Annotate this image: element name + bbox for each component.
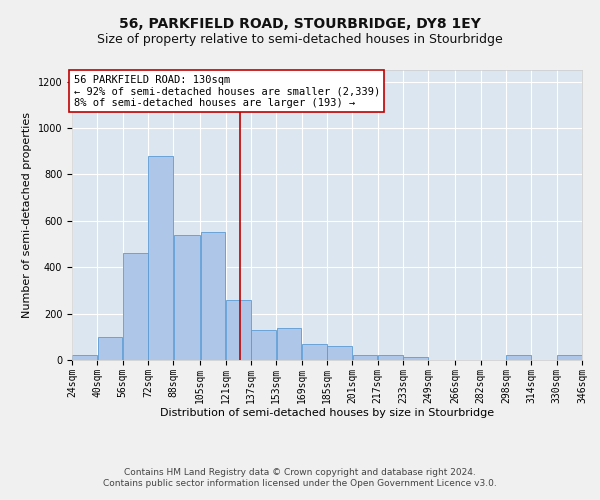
Text: 56 PARKFIELD ROAD: 130sqm
← 92% of semi-detached houses are smaller (2,339)
8% o: 56 PARKFIELD ROAD: 130sqm ← 92% of semi-…: [74, 74, 380, 108]
X-axis label: Distribution of semi-detached houses by size in Stourbridge: Distribution of semi-detached houses by …: [160, 408, 494, 418]
Bar: [72, 356, 97, 360]
Text: 56, PARKFIELD ROAD, STOURBRIDGE, DY8 1EY: 56, PARKFIELD ROAD, STOURBRIDGE, DY8 1EY: [119, 18, 481, 32]
Bar: [226, 300, 251, 360]
Bar: [277, 328, 301, 360]
Bar: [173, 234, 200, 360]
Bar: [403, 356, 428, 360]
Text: Contains HM Land Registry data © Crown copyright and database right 2024.
Contai: Contains HM Land Registry data © Crown c…: [103, 468, 497, 487]
Text: Size of property relative to semi-detached houses in Stourbridge: Size of property relative to semi-detach…: [97, 32, 503, 46]
Bar: [98, 337, 122, 360]
Bar: [378, 356, 403, 360]
Bar: [200, 232, 226, 360]
Bar: [123, 254, 148, 360]
Bar: [353, 356, 377, 360]
Bar: [327, 346, 352, 360]
Bar: [506, 356, 531, 360]
Y-axis label: Number of semi-detached properties: Number of semi-detached properties: [22, 112, 32, 318]
Bar: [251, 330, 276, 360]
Bar: [557, 356, 582, 360]
Bar: [302, 344, 327, 360]
Bar: [148, 156, 173, 360]
